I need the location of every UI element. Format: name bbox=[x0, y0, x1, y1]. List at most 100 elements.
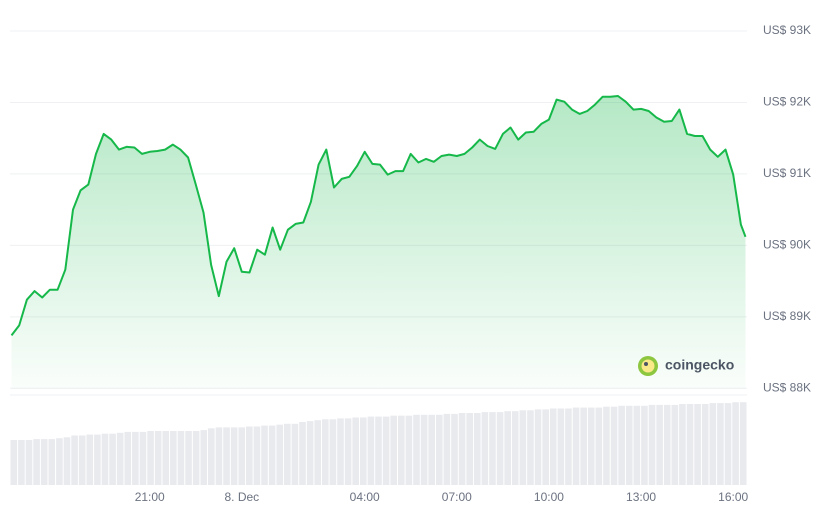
volume-bar bbox=[701, 404, 709, 485]
volume-bar bbox=[633, 405, 641, 485]
volume-bar bbox=[124, 431, 132, 485]
volume-bar bbox=[18, 440, 25, 485]
volume-bar bbox=[268, 425, 276, 485]
volume-bar bbox=[610, 406, 618, 485]
volume-bar bbox=[215, 427, 223, 485]
volume-bar bbox=[200, 430, 208, 485]
volume-bar bbox=[246, 426, 253, 485]
volume-bar bbox=[739, 402, 747, 485]
price-area bbox=[11, 96, 746, 389]
volume-bar bbox=[549, 408, 557, 485]
volume-bar bbox=[709, 403, 717, 485]
x-tick-label: 16:00 bbox=[718, 490, 748, 504]
volume-bar bbox=[534, 409, 542, 485]
price-line bbox=[10, 95, 747, 337]
volume-bar bbox=[625, 405, 633, 485]
volume-bar bbox=[428, 414, 435, 485]
volume-bar bbox=[397, 415, 405, 485]
plot: US$ 93K US$ 92K US$ 91K US$ 90K US$ 89K US$ 8… bbox=[10, 23, 811, 504]
volume-bar bbox=[724, 403, 732, 485]
y-tick-label: US$ 90K bbox=[763, 238, 811, 252]
x-tick-label: 07:00 bbox=[442, 490, 472, 504]
volume-bar bbox=[382, 416, 390, 485]
y-tick-label: US$ 89K bbox=[763, 309, 811, 323]
volume-bar bbox=[177, 431, 185, 485]
volume-bar bbox=[504, 411, 511, 485]
volume-bar bbox=[542, 409, 549, 485]
volume-bar bbox=[694, 404, 701, 485]
y-tick-label: US$ 91K bbox=[763, 166, 811, 180]
volume-bar bbox=[496, 412, 504, 485]
volume-bar bbox=[116, 432, 124, 485]
volume-bar bbox=[413, 414, 420, 485]
volume-bar bbox=[208, 428, 215, 485]
volume-bar bbox=[466, 413, 473, 485]
volume-bar bbox=[337, 418, 344, 485]
volume-bar bbox=[276, 424, 284, 485]
volume-bar bbox=[78, 435, 86, 485]
volume-bar bbox=[154, 431, 162, 485]
y-tick-label: US$ 88K bbox=[763, 380, 811, 394]
volume-bar bbox=[595, 407, 603, 485]
volume-bar bbox=[679, 404, 686, 485]
volume-bar bbox=[587, 407, 595, 485]
y-tick-label: US$ 93K bbox=[763, 23, 811, 37]
volume-bar bbox=[291, 423, 299, 485]
volume-bar bbox=[519, 410, 527, 485]
volume-bar bbox=[580, 407, 587, 485]
volume-bar bbox=[63, 437, 71, 485]
volume-bar bbox=[101, 433, 109, 485]
volume-bar bbox=[185, 431, 192, 485]
volume-bar bbox=[170, 431, 177, 485]
volume-bar bbox=[489, 412, 496, 485]
volume-bar bbox=[284, 423, 291, 485]
volume-bar bbox=[56, 438, 63, 485]
volume-bar bbox=[443, 413, 451, 485]
volume-bar bbox=[375, 416, 382, 485]
volume-bar bbox=[572, 407, 580, 485]
volume-bar bbox=[147, 431, 154, 485]
logo-eye bbox=[644, 362, 648, 366]
volume-bar bbox=[458, 413, 466, 485]
volume-bar bbox=[367, 416, 375, 485]
logo-icon-inner bbox=[641, 359, 655, 373]
volume-bar bbox=[132, 431, 139, 485]
volume-bar bbox=[299, 422, 306, 485]
volume-bar bbox=[435, 414, 443, 485]
volume-bar bbox=[663, 404, 671, 485]
volume-bar bbox=[481, 412, 489, 485]
volume-bar bbox=[565, 408, 572, 485]
volume-bar bbox=[253, 426, 261, 485]
volume-bar bbox=[329, 419, 337, 485]
volume-bar bbox=[10, 440, 18, 485]
volume-bar bbox=[192, 431, 200, 485]
x-tick-label: 8. Dec bbox=[225, 490, 260, 504]
volume-bar bbox=[223, 427, 230, 485]
volume-bar bbox=[671, 404, 679, 485]
volume-bar bbox=[603, 406, 610, 485]
volume-bar bbox=[25, 440, 33, 485]
volume-bar bbox=[314, 420, 322, 485]
volume-bar bbox=[40, 439, 48, 485]
volume-bar bbox=[86, 434, 94, 485]
watermark: coingecko bbox=[638, 356, 734, 376]
volume-bar bbox=[732, 402, 739, 485]
volume-bar bbox=[360, 417, 367, 485]
volume-bar bbox=[238, 427, 246, 485]
volume-bar bbox=[527, 410, 534, 485]
volume-bar bbox=[405, 415, 413, 485]
volume-bar bbox=[33, 439, 40, 485]
volume-bar bbox=[94, 434, 101, 485]
volume-bar bbox=[352, 417, 360, 485]
logo-text: coingecko bbox=[665, 357, 734, 373]
volume-bar bbox=[451, 413, 458, 485]
x-tick-label: 04:00 bbox=[350, 490, 380, 504]
volume-bar bbox=[686, 404, 694, 485]
volume-bar bbox=[322, 419, 329, 485]
volume-bar bbox=[641, 405, 648, 485]
volume-bar bbox=[71, 435, 78, 485]
volume-bar bbox=[344, 418, 352, 485]
volume-bar bbox=[717, 403, 724, 485]
volume-bar bbox=[139, 431, 147, 485]
